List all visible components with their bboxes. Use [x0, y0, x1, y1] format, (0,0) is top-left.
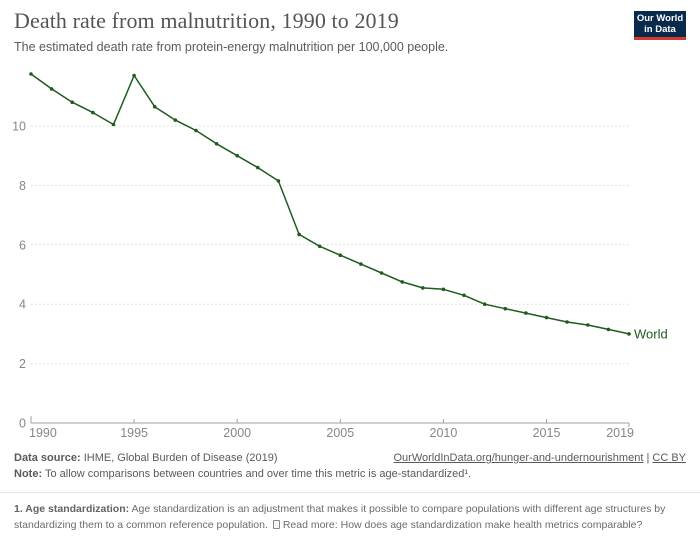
data-point[interactable] — [173, 118, 178, 122]
data-point[interactable] — [503, 306, 508, 311]
footnote: 1. Age standardization: Age standardizat… — [14, 502, 686, 534]
x-tick-label-2015: 2015 — [533, 426, 561, 440]
data-point[interactable] — [606, 327, 611, 332]
data-point[interactable] — [152, 104, 157, 109]
data-source-value: IHME, Global Burden of Disease (2019) — [80, 452, 278, 464]
data-source-text: Data source: IHME, Global Burden of Dise… — [14, 452, 278, 464]
data-point[interactable] — [586, 323, 590, 327]
data-point[interactable] — [359, 262, 363, 266]
data-point[interactable] — [544, 315, 549, 320]
data-point[interactable] — [214, 142, 219, 146]
readmore-link[interactable]: Read more: How does age standardization … — [283, 519, 643, 531]
page-title: Death rate from malnutrition, 1990 to 20… — [14, 8, 399, 33]
data-point[interactable] — [111, 122, 116, 127]
footer-note-row: Note: To allow comparisons between count… — [14, 468, 471, 480]
series-label-world[interactable]: World — [634, 326, 668, 341]
readmore-label: Read more: — [282, 518, 338, 531]
line-chart[interactable]: 0 2 4 6 8 10 1990 1995 2000 2005 2010 2015 2019 World — [0, 60, 700, 445]
data-point[interactable] — [132, 73, 136, 78]
footnote-label: 1. Age standardization: — [14, 503, 130, 515]
data-point[interactable] — [317, 244, 322, 249]
y-tick-label-2: 2 — [19, 357, 26, 371]
note-value: To allow comparisons between countries a… — [42, 468, 472, 480]
note-label: Note: — [14, 468, 43, 480]
data-point[interactable] — [297, 232, 301, 237]
document-icon — [272, 519, 280, 529]
x-tick-label-2000: 2000 — [223, 426, 251, 440]
owid-logo[interactable]: Our World in Data — [634, 11, 686, 40]
owid-url-link[interactable]: OurWorldInData.org/hunger-and-undernouri… — [393, 452, 644, 464]
x-tick-label-2010: 2010 — [430, 426, 458, 440]
data-point[interactable] — [255, 165, 260, 170]
data-point[interactable] — [441, 287, 446, 292]
x-tick-label-2005: 2005 — [326, 426, 354, 440]
data-point[interactable] — [462, 293, 466, 298]
data-point[interactable] — [194, 128, 198, 133]
readmore-text: How does age standardization make health… — [337, 518, 643, 531]
link-separator: | — [643, 452, 653, 464]
x-tick-label-1990: 1990 — [29, 426, 57, 440]
data-point[interactable] — [70, 100, 74, 104]
y-tick-label-10: 10 — [12, 120, 26, 134]
x-tick-label-1995: 1995 — [120, 426, 148, 440]
y-tick-label-4: 4 — [19, 298, 26, 312]
data-point[interactable] — [49, 87, 54, 91]
y-tick-label-8: 8 — [19, 179, 26, 193]
data-point[interactable] — [276, 179, 281, 183]
x-tick-label-2019: 2019 — [606, 426, 634, 440]
data-source-label: Data source: — [14, 452, 81, 464]
footer-source-row: Data source: IHME, Global Burden of Dise… — [14, 452, 686, 464]
y-tick-label-0: 0 — [19, 417, 26, 431]
y-tick-label-6: 6 — [19, 238, 26, 252]
data-point[interactable] — [524, 311, 528, 315]
data-point[interactable] — [29, 72, 33, 76]
chart-subtitle: The estimated death rate from protein-en… — [14, 40, 449, 54]
owid-logo-line1: Our World — [636, 13, 684, 24]
footnote-text: Age standardization is an adjustment tha… — [14, 503, 666, 531]
data-point[interactable] — [421, 286, 425, 290]
footnote-divider — [0, 492, 700, 493]
data-point[interactable] — [627, 332, 631, 336]
cc-by-link[interactable]: CC BY — [652, 452, 686, 464]
data-point[interactable] — [565, 320, 569, 324]
data-point[interactable] — [400, 280, 405, 284]
data-point[interactable] — [91, 110, 95, 115]
data-point[interactable] — [235, 153, 239, 158]
chart-line-world[interactable] — [30, 73, 630, 335]
data-point[interactable] — [338, 253, 343, 257]
footer-links: OurWorldInData.org/hunger-and-undernouri… — [394, 452, 687, 464]
owid-logo-line2: in Data — [644, 23, 676, 35]
data-point[interactable] — [482, 302, 487, 306]
data-point[interactable] — [379, 271, 384, 275]
